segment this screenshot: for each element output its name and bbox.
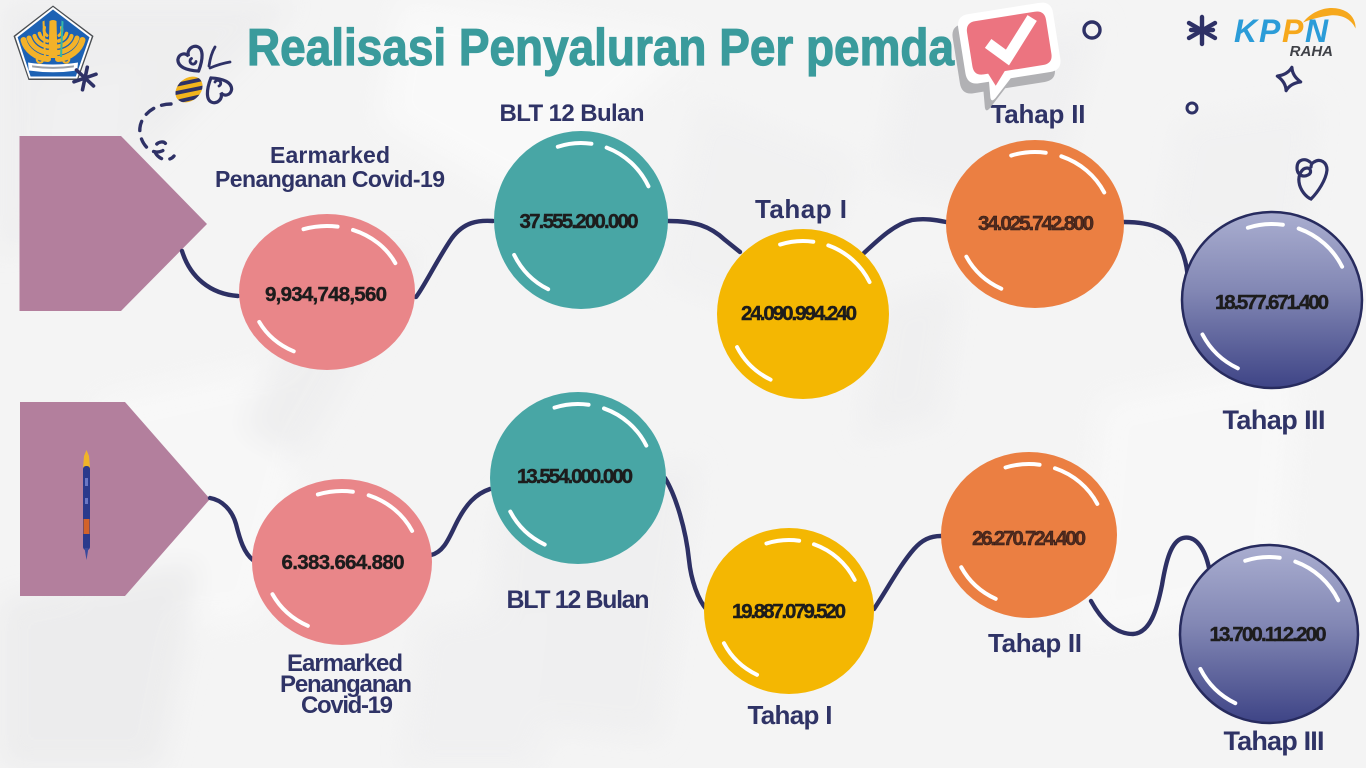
svg-text:K: K <box>1234 13 1260 49</box>
svg-text:26.270.724.400: 26.270.724.400 <box>972 527 1086 550</box>
svg-text:Tahap III: Tahap III <box>1223 405 1326 435</box>
svg-text:Realisasi Penyaluran Per pemda: Realisasi Penyaluran Per pemda <box>247 19 955 77</box>
svg-text:Tahap I: Tahap I <box>755 194 847 224</box>
svg-text:P: P <box>1282 13 1304 49</box>
svg-text:19.887.079.520: 19.887.079.520 <box>732 600 846 623</box>
svg-text:Penanganan Covid-19: Penanganan Covid-19 <box>215 166 445 192</box>
svg-text:Tahap II: Tahap II <box>988 628 1082 658</box>
svg-text:13.700.112.200: 13.700.112.200 <box>1210 623 1327 646</box>
svg-text:Earmarked: Earmarked <box>287 650 403 677</box>
svg-text:P: P <box>1259 13 1281 49</box>
svg-text:Covid-19: Covid-19 <box>301 692 393 719</box>
svg-text:24.090.994.240: 24.090.994.240 <box>741 302 857 325</box>
svg-text:9,934,748,560: 9,934,748,560 <box>265 283 387 306</box>
svg-text:6.383.664.880: 6.383.664.880 <box>282 551 405 574</box>
svg-text:37.555.200.000: 37.555.200.000 <box>520 210 639 233</box>
svg-text:13.554.000.000: 13.554.000.000 <box>517 465 633 488</box>
svg-text:N: N <box>1305 13 1329 49</box>
svg-text:Tahap III: Tahap III <box>1224 726 1325 756</box>
svg-text:18.577.671.400: 18.577.671.400 <box>1215 291 1329 314</box>
svg-text:RAHA: RAHA <box>1290 43 1333 60</box>
svg-text:Penanganan: Penanganan <box>280 671 412 698</box>
svg-text:Tahap I: Tahap I <box>748 700 833 730</box>
svg-text:BLT 12 Bulan: BLT 12 Bulan <box>500 100 645 127</box>
svg-text:BLT 12 Bulan: BLT 12 Bulan <box>507 586 650 614</box>
svg-text:Earmarked: Earmarked <box>270 142 390 168</box>
svg-text:34.025.742.800: 34.025.742.800 <box>978 212 1094 235</box>
svg-text:Tahap II: Tahap II <box>991 99 1086 129</box>
